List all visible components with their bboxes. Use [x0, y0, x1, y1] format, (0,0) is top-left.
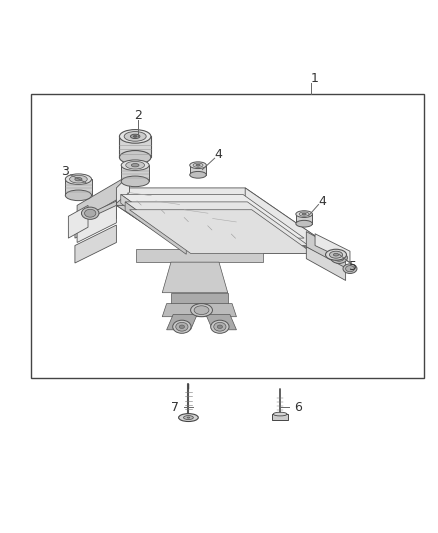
Ellipse shape	[126, 161, 145, 169]
Polygon shape	[77, 205, 117, 243]
Ellipse shape	[329, 251, 343, 258]
Polygon shape	[117, 205, 315, 253]
Polygon shape	[117, 188, 315, 236]
Polygon shape	[272, 414, 288, 420]
Ellipse shape	[121, 160, 149, 171]
Ellipse shape	[179, 325, 184, 328]
Polygon shape	[130, 210, 313, 253]
Ellipse shape	[296, 211, 312, 217]
Ellipse shape	[196, 164, 200, 166]
Text: 1: 1	[311, 72, 319, 85]
Ellipse shape	[120, 150, 151, 164]
Bar	[31, 94, 424, 378]
Text: 4: 4	[214, 148, 222, 161]
Polygon shape	[162, 304, 237, 317]
Ellipse shape	[70, 175, 87, 183]
Ellipse shape	[65, 190, 92, 200]
Polygon shape	[75, 201, 117, 238]
Ellipse shape	[273, 412, 287, 416]
Polygon shape	[65, 179, 92, 195]
Ellipse shape	[131, 164, 139, 167]
Ellipse shape	[325, 249, 346, 260]
Text: 5: 5	[350, 260, 357, 273]
Ellipse shape	[214, 322, 226, 331]
Ellipse shape	[343, 264, 357, 273]
Polygon shape	[315, 234, 350, 262]
Polygon shape	[166, 314, 197, 330]
Ellipse shape	[296, 220, 312, 227]
Polygon shape	[75, 225, 117, 263]
Polygon shape	[306, 231, 346, 271]
Ellipse shape	[184, 416, 193, 419]
Polygon shape	[171, 293, 228, 310]
Polygon shape	[162, 262, 228, 293]
Polygon shape	[125, 202, 308, 246]
Ellipse shape	[121, 176, 149, 187]
Ellipse shape	[131, 134, 140, 139]
Polygon shape	[77, 175, 130, 223]
Ellipse shape	[190, 162, 206, 168]
Polygon shape	[120, 136, 151, 157]
Ellipse shape	[346, 265, 354, 272]
Text: 7: 7	[171, 401, 179, 414]
Text: 2: 2	[134, 109, 142, 123]
Text: 6: 6	[294, 401, 302, 414]
Ellipse shape	[173, 320, 191, 333]
Polygon shape	[206, 314, 237, 330]
Text: 3: 3	[61, 165, 69, 178]
Ellipse shape	[85, 209, 96, 217]
Polygon shape	[245, 188, 315, 253]
Polygon shape	[121, 165, 149, 181]
Ellipse shape	[331, 252, 347, 263]
Polygon shape	[121, 195, 304, 238]
Polygon shape	[125, 202, 186, 254]
Ellipse shape	[217, 325, 223, 328]
Text: 4: 4	[318, 195, 326, 207]
Ellipse shape	[211, 320, 229, 333]
Ellipse shape	[334, 254, 344, 261]
Polygon shape	[190, 165, 206, 175]
Ellipse shape	[124, 132, 146, 141]
Ellipse shape	[194, 306, 209, 314]
Ellipse shape	[81, 207, 99, 220]
Polygon shape	[117, 188, 188, 253]
Ellipse shape	[187, 417, 190, 418]
Polygon shape	[136, 249, 263, 262]
Ellipse shape	[179, 414, 198, 422]
Ellipse shape	[193, 163, 203, 167]
Polygon shape	[117, 175, 130, 203]
Polygon shape	[121, 195, 182, 247]
Polygon shape	[68, 205, 88, 238]
Ellipse shape	[191, 304, 212, 317]
Ellipse shape	[133, 135, 137, 138]
Polygon shape	[296, 214, 312, 224]
Ellipse shape	[299, 212, 309, 216]
Ellipse shape	[333, 253, 339, 256]
Ellipse shape	[190, 172, 206, 178]
Polygon shape	[306, 247, 346, 280]
Ellipse shape	[302, 213, 306, 215]
Ellipse shape	[65, 174, 92, 184]
Ellipse shape	[75, 177, 82, 181]
Ellipse shape	[120, 130, 151, 143]
Ellipse shape	[176, 322, 188, 331]
